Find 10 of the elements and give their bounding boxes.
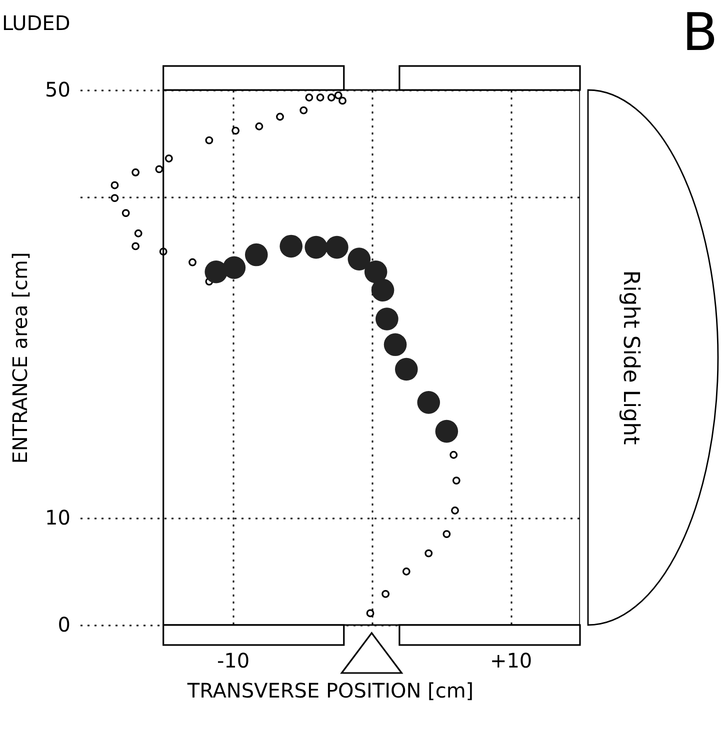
y-tick-label: 0 [58, 612, 70, 636]
y-axis-title: ENTRANCE area [cm] [8, 252, 32, 464]
x-axis-title: TRANSVERSE POSITION [cm] [186, 678, 474, 702]
x-tick-label: +10 [490, 648, 532, 672]
text: B [682, 3, 718, 63]
y-tick-label: 10 [45, 506, 70, 530]
text: LUDED [2, 11, 70, 35]
y-tick-label: 50 [45, 78, 70, 102]
x-tick-label: -10 [216, 648, 250, 672]
text: Right Side Light [618, 270, 643, 446]
